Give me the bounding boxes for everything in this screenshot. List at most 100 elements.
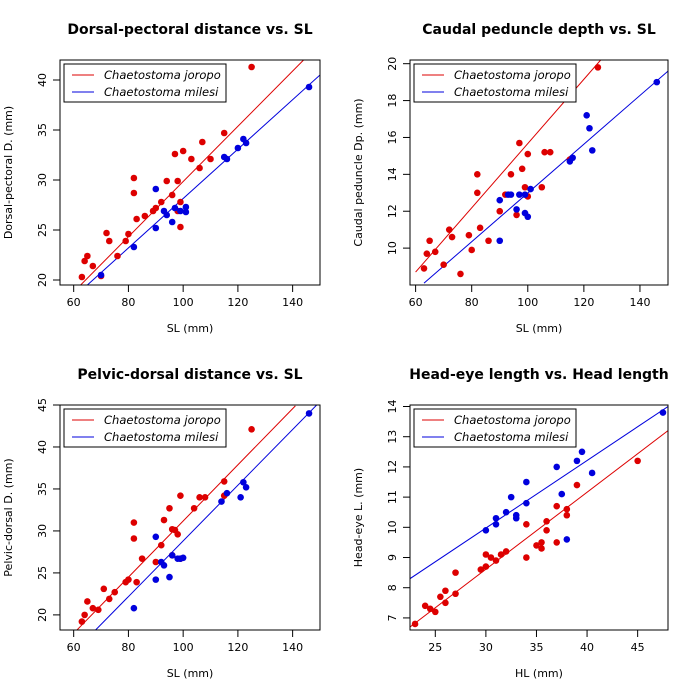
data-point-series-1 xyxy=(177,198,184,206)
y-tick-label: 20 xyxy=(386,57,399,71)
y-tick-label: 40 xyxy=(36,73,49,87)
data-point-series-2 xyxy=(160,562,168,569)
data-point-series-2 xyxy=(218,498,225,505)
data-point-series-1 xyxy=(594,64,602,71)
data-point-series-1 xyxy=(133,215,140,223)
data-point-series-2 xyxy=(588,147,596,154)
data-point-series-1 xyxy=(105,237,113,245)
data-point-series-1 xyxy=(452,590,459,598)
x-tick-label: 100 xyxy=(173,641,194,654)
data-point-series-2 xyxy=(524,213,532,221)
x-axis-label: SL (mm) xyxy=(516,322,563,335)
data-point-series-1 xyxy=(496,207,504,215)
x-axis-label: HL (mm) xyxy=(515,667,563,680)
data-point-series-2 xyxy=(482,527,490,534)
data-point-series-1 xyxy=(166,504,173,512)
x-tick-label: 120 xyxy=(573,296,594,309)
data-point-series-1 xyxy=(196,164,203,172)
y-axis-label: Head-eye L. (mm) xyxy=(352,468,365,567)
y-tick-label: 25 xyxy=(36,566,49,580)
data-point-series-1 xyxy=(78,273,86,281)
data-point-series-1 xyxy=(160,516,168,524)
regression-line-1 xyxy=(76,405,296,630)
x-axis-label: SL (mm) xyxy=(167,322,214,335)
data-point-series-1 xyxy=(411,620,419,628)
chart-panel-2: Caudal peduncle depth vs. SL 60 80 100 120 14… xyxy=(352,22,669,335)
y-tick-label: 45 xyxy=(36,398,49,412)
data-point-series-2 xyxy=(179,554,187,562)
data-point-series-1 xyxy=(78,618,86,625)
y-tick-label: 8 xyxy=(386,584,399,591)
y-tick-label: 40 xyxy=(36,440,49,454)
x-tick-label: 60 xyxy=(67,641,81,654)
y-tick-label: 12 xyxy=(386,460,399,474)
regression-line-1 xyxy=(79,60,304,285)
data-point-series-2 xyxy=(152,533,160,541)
regression-line-1 xyxy=(410,430,668,628)
data-point-series-1 xyxy=(518,165,526,173)
data-point-series-2 xyxy=(496,237,504,245)
data-point-series-2 xyxy=(521,191,529,198)
data-point-series-1 xyxy=(130,519,138,526)
data-point-series-1 xyxy=(516,139,523,147)
data-point-series-1 xyxy=(141,212,149,220)
data-point-series-2 xyxy=(563,536,571,543)
x-tick-label: 30 xyxy=(479,641,493,654)
data-point-series-1 xyxy=(163,177,171,185)
data-point-series-1 xyxy=(457,270,464,278)
y-tick-label: 25 xyxy=(36,223,49,237)
data-point-series-2 xyxy=(516,191,523,198)
data-point-series-1 xyxy=(476,224,484,232)
y-tick-label: 12 xyxy=(386,204,399,218)
legend-label-1: Chaetostoma joropo xyxy=(104,413,221,427)
data-point-series-1 xyxy=(482,563,490,570)
data-point-series-1 xyxy=(84,252,91,260)
data-point-series-2 xyxy=(168,218,176,226)
data-point-series-1 xyxy=(157,541,165,549)
data-point-series-2 xyxy=(182,208,190,216)
data-point-series-1 xyxy=(420,265,428,272)
y-axis-label: Caudal peduncle Dp. (mm) xyxy=(352,98,365,246)
chart-panel-3: Pelvic-dorsal distance vs. SL 60 80 100 120 1… xyxy=(2,367,321,680)
data-point-series-2 xyxy=(502,508,510,516)
data-point-series-1 xyxy=(248,63,255,71)
data-point-series-2 xyxy=(152,576,160,583)
y-tick-label: 35 xyxy=(36,482,49,496)
data-point-series-1 xyxy=(502,548,510,555)
data-point-series-1 xyxy=(122,237,129,245)
data-point-series-1 xyxy=(431,248,439,256)
data-point-series-2 xyxy=(569,154,576,162)
y-tick-label: 11 xyxy=(386,490,399,504)
data-point-series-1 xyxy=(171,150,179,158)
data-point-series-1 xyxy=(89,604,97,612)
data-point-series-1 xyxy=(538,183,546,191)
data-point-series-1 xyxy=(437,593,444,601)
data-point-series-2 xyxy=(223,489,231,497)
data-point-series-1 xyxy=(114,252,121,260)
data-point-series-1 xyxy=(440,261,447,269)
data-point-series-1 xyxy=(524,150,532,158)
data-point-series-2 xyxy=(182,203,190,211)
data-point-series-1 xyxy=(482,551,490,558)
data-point-series-2 xyxy=(492,514,500,522)
data-point-series-2 xyxy=(588,469,596,477)
data-point-series-1 xyxy=(220,478,228,485)
data-point-series-2 xyxy=(130,604,138,612)
data-point-series-1 xyxy=(105,595,113,603)
data-point-series-1 xyxy=(465,231,473,239)
y-tick-label: 35 xyxy=(36,123,49,137)
data-point-series-1 xyxy=(125,576,132,583)
data-point-series-2 xyxy=(553,463,561,471)
chart-title: Dorsal-pectoral distance vs. SL xyxy=(67,22,312,38)
data-point-series-2 xyxy=(573,457,581,465)
data-point-series-1 xyxy=(130,535,138,542)
regression-line-2 xyxy=(423,70,668,284)
legend-label-1: Chaetostoma joropo xyxy=(104,68,221,82)
data-point-series-1 xyxy=(188,155,195,163)
data-point-series-2 xyxy=(242,139,250,147)
data-point-series-2 xyxy=(168,551,176,559)
legend-box xyxy=(413,63,577,103)
data-point-series-1 xyxy=(130,174,138,182)
data-point-series-2 xyxy=(523,499,530,507)
y-tick-label: 20 xyxy=(36,273,49,287)
